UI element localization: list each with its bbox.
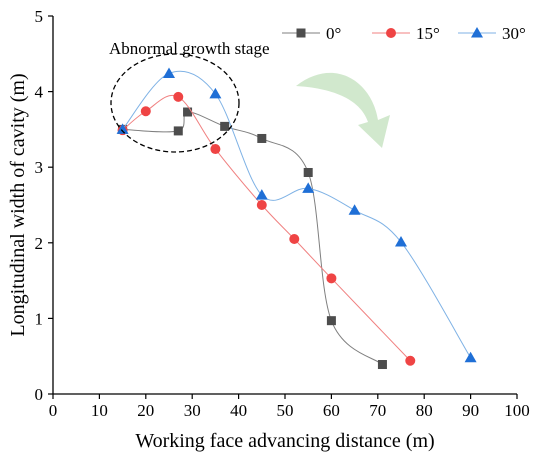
- data-point: [210, 144, 221, 155]
- data-point: [220, 121, 230, 131]
- series-triangle: [116, 67, 477, 363]
- data-point: [405, 355, 416, 366]
- x-tick-label: 40: [230, 401, 247, 420]
- x-tick-label: 30: [184, 401, 201, 420]
- data-point: [395, 236, 407, 247]
- data-point: [302, 182, 315, 193]
- data-point: [163, 67, 175, 78]
- x-axis-title: Working face advancing distance (m): [135, 430, 434, 452]
- legend-label: 0°: [326, 24, 341, 43]
- series-line: [122, 94, 411, 362]
- plot-area: [116, 67, 477, 370]
- x-tick-label: 50: [277, 401, 294, 420]
- y-ticks: 0 1 2 3 4 5: [35, 7, 53, 404]
- abnormal-growth-label: Abnormal growth stage: [109, 39, 270, 58]
- data-point: [116, 123, 129, 134]
- y-tick-label: 2: [35, 234, 44, 253]
- data-point: [183, 107, 193, 117]
- y-axis-title: Longitudinal width of cavity (m): [7, 73, 29, 336]
- data-point: [140, 106, 151, 117]
- legend-marker: [471, 27, 483, 38]
- legend-marker: [386, 28, 396, 38]
- data-point: [289, 234, 300, 245]
- data-point: [326, 273, 337, 284]
- series-line: [122, 70, 472, 358]
- data-point: [173, 91, 184, 102]
- x-tick-label: 100: [504, 401, 530, 420]
- data-point: [326, 316, 336, 326]
- y-tick-label: 3: [35, 158, 44, 177]
- legend-label: 30°: [502, 24, 526, 43]
- x-tick-label: 70: [369, 401, 386, 420]
- x-tick-label: 60: [323, 401, 340, 420]
- data-point: [348, 204, 361, 215]
- series-line: [122, 111, 383, 365]
- x-tick-label: 20: [137, 401, 154, 420]
- legend: 0° 15° 30°: [282, 24, 526, 43]
- data-point: [256, 200, 267, 210]
- legend-marker: [296, 28, 306, 38]
- data-point: [464, 351, 477, 363]
- data-point: [257, 133, 267, 143]
- y-tick-label: 1: [35, 309, 44, 328]
- x-tick-label: 0: [49, 401, 58, 420]
- y-tick-label: 4: [35, 83, 44, 102]
- series-square: [118, 107, 387, 370]
- series-circle: [117, 91, 416, 366]
- legend-label: 15°: [416, 24, 440, 43]
- y-tick-label: 5: [35, 7, 44, 26]
- curved-arrow-annotation: [296, 72, 390, 148]
- x-tick-label: 10: [91, 401, 108, 420]
- data-point: [173, 126, 183, 136]
- data-point: [377, 360, 387, 370]
- x-ticks: 0 10 20 30 40 50 60 70 80 90 100: [49, 394, 530, 420]
- data-point: [255, 189, 268, 200]
- x-tick-label: 80: [416, 401, 433, 420]
- data-point: [209, 87, 222, 99]
- y-tick-label: 0: [35, 385, 44, 404]
- abnormal-growth-ellipse: [110, 53, 240, 153]
- x-tick-label: 90: [462, 401, 479, 420]
- data-point: [303, 167, 313, 177]
